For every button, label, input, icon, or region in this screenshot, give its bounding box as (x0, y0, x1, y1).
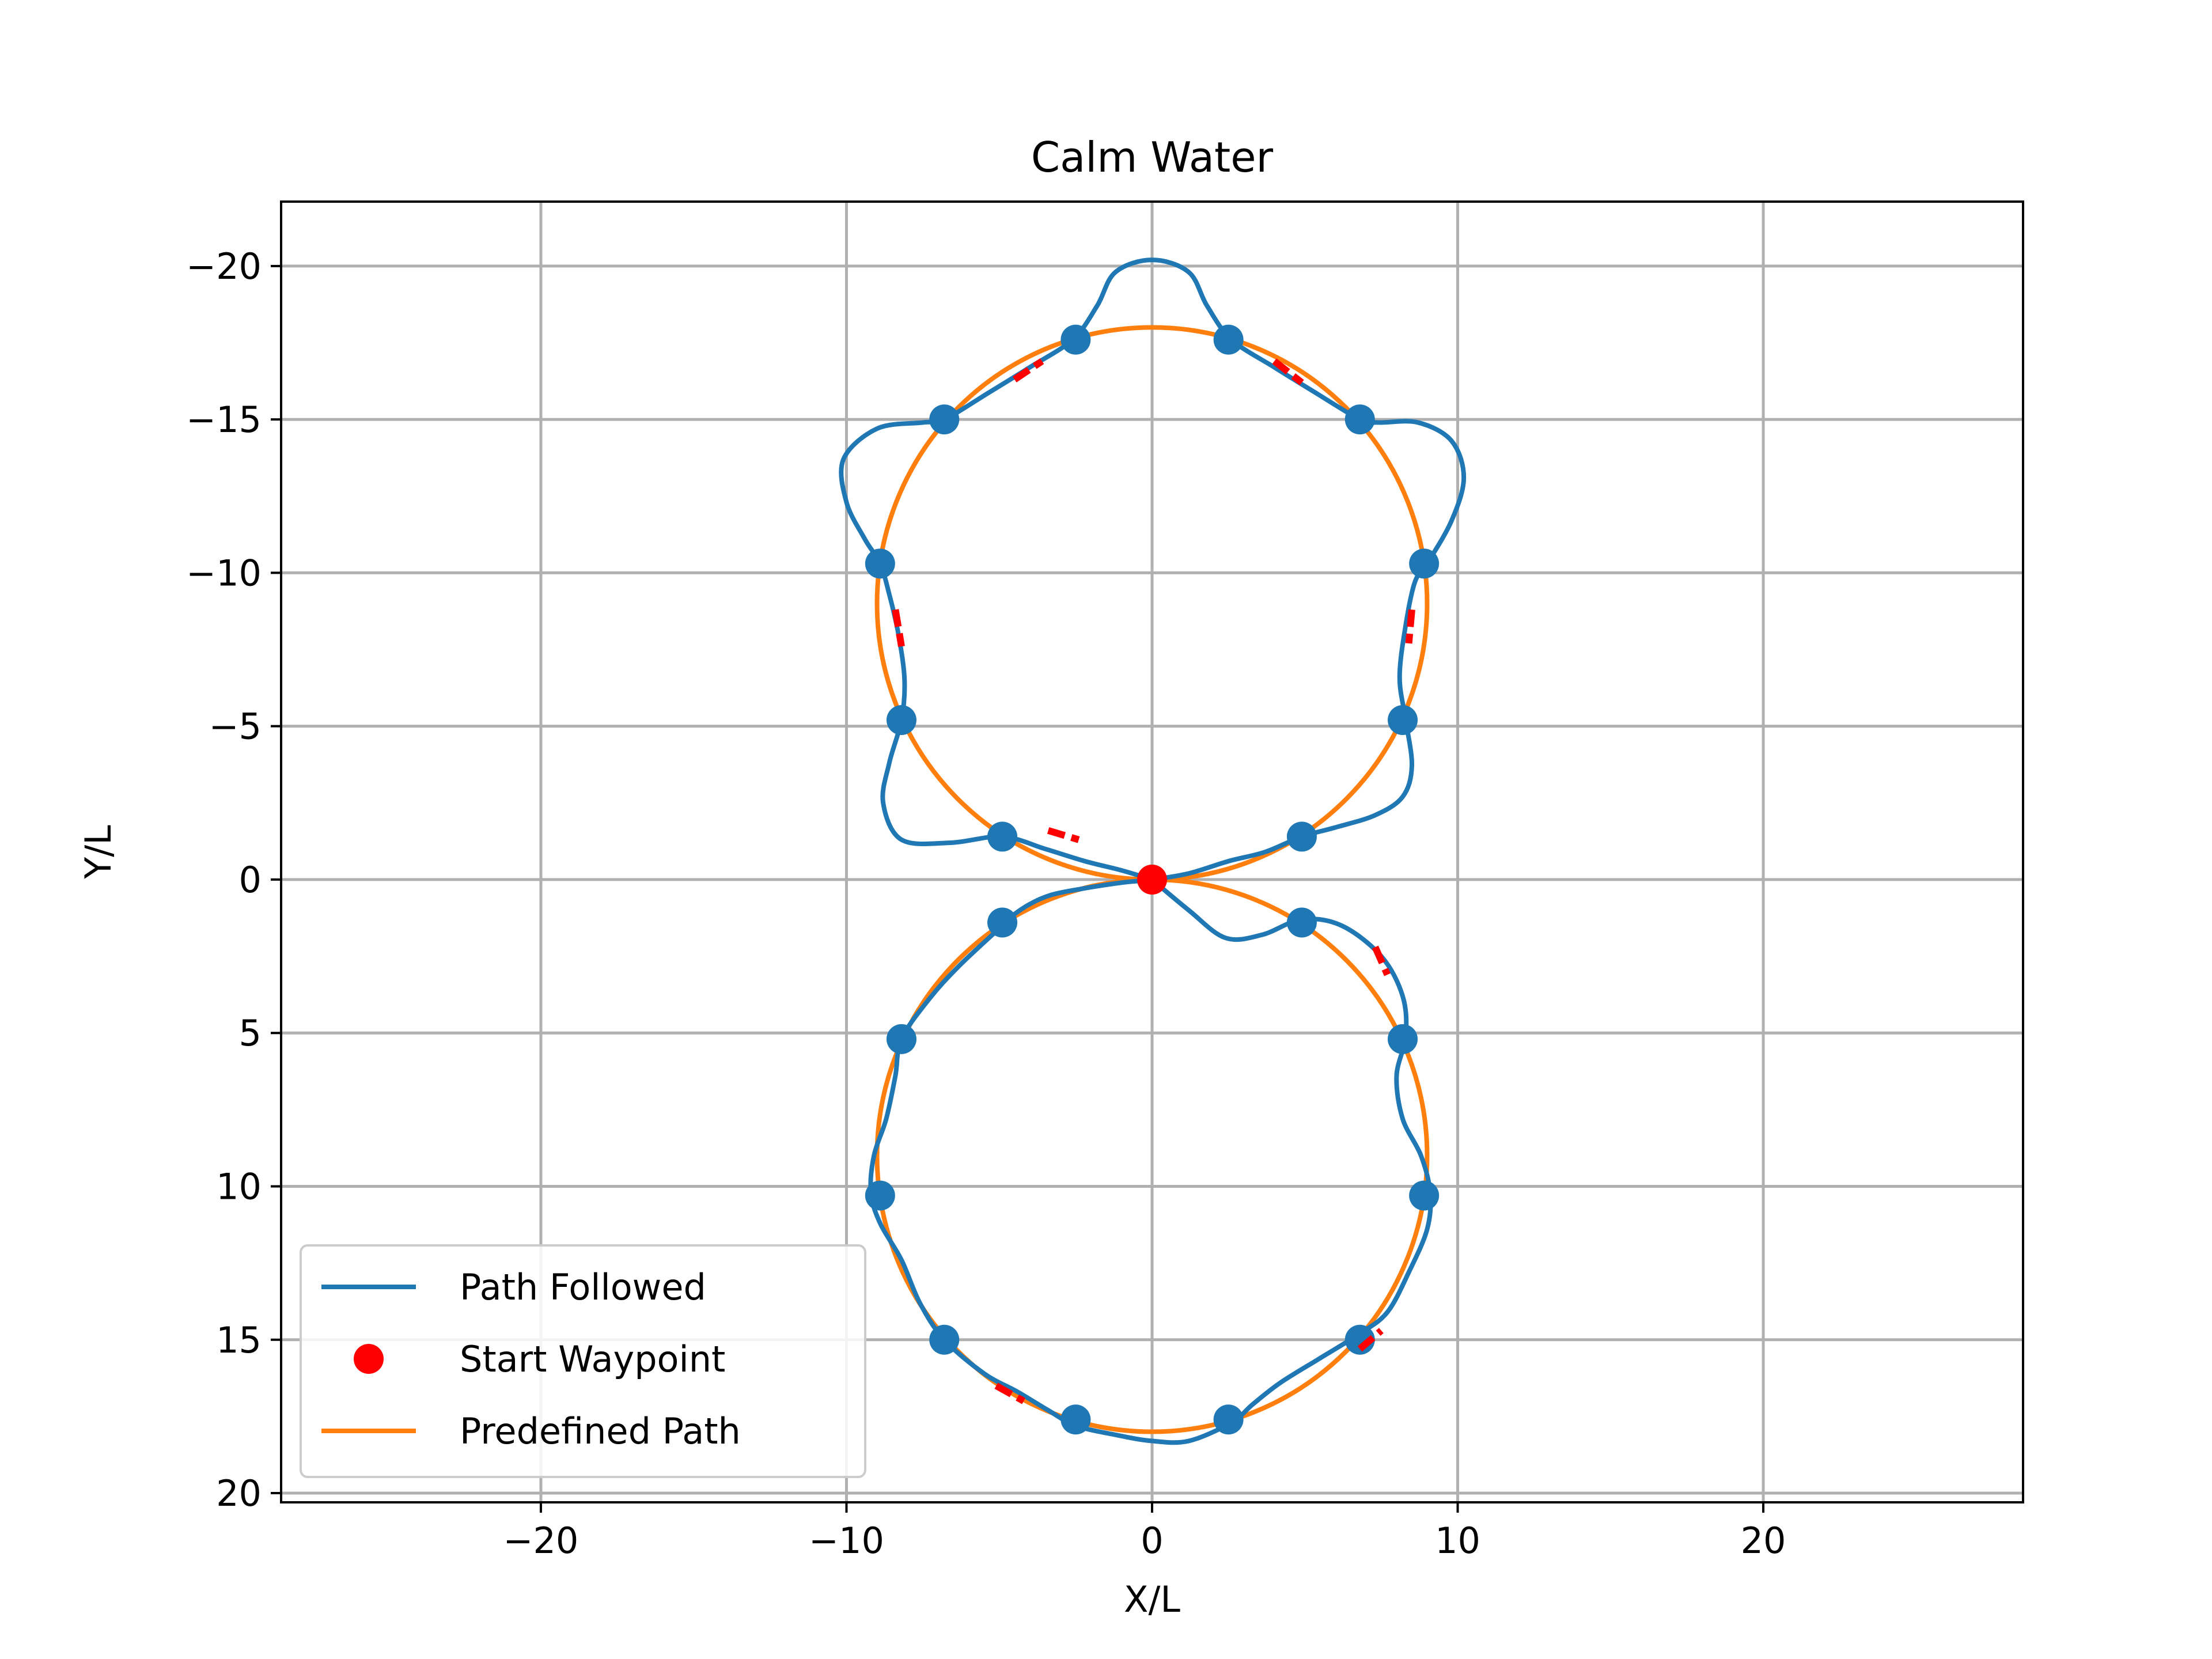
chart-title: Calm Water (1031, 133, 1274, 181)
waypoint-marker (865, 548, 895, 579)
waypoint-marker (987, 907, 1018, 938)
path-followed-line (839, 257, 1467, 1445)
waypoint-marker (865, 1180, 895, 1211)
y-axis-label: Y/L (77, 825, 119, 880)
ticks: −20 −10 0 10 20 −20 −15 −10 −5 0 5 10 15 20 (186, 245, 1786, 1562)
y-tick-label: 15 (216, 1319, 262, 1361)
waypoint-marker (1213, 324, 1244, 355)
y-tick-label: 5 (239, 1012, 262, 1054)
x-tick-label: −20 (503, 1520, 579, 1562)
x-tick-label: 0 (1141, 1520, 1163, 1562)
legend-label: Predefined Path (460, 1410, 741, 1452)
x-tick-label: 10 (1435, 1520, 1480, 1562)
waypoint-marker (1388, 705, 1418, 736)
waypoint-marker (1286, 907, 1317, 938)
legend: Path Followed Start Waypoint Predefined Pa… (300, 1244, 866, 1478)
red-segment-mark (1405, 609, 1415, 644)
legend-label: Start Waypoint (460, 1338, 725, 1380)
waypoint-marker (929, 1324, 960, 1355)
red-segment-mark (1012, 358, 1044, 382)
waypoint-marker (929, 404, 960, 435)
red-segment-mark (1047, 827, 1080, 843)
waypoint-marker (886, 1024, 916, 1054)
red-segment-mark (892, 609, 905, 647)
waypoint-marker (987, 821, 1018, 852)
x-tick-label: −10 (809, 1520, 884, 1562)
y-tick-label: −15 (186, 399, 262, 441)
legend-box (300, 1244, 866, 1478)
waypoint-marker (1344, 404, 1375, 435)
red-segment-mark (1372, 945, 1391, 976)
red-segment-mark (1357, 1328, 1384, 1352)
y-tick-label: 0 (239, 859, 262, 901)
data-layer (839, 257, 1467, 1445)
waypoint-marker (1213, 1404, 1244, 1435)
red-segment-mark (1272, 358, 1304, 385)
waypoint-marker (1409, 548, 1440, 579)
red-segment-mark (994, 1382, 1026, 1404)
waypoint-marker (1286, 821, 1317, 852)
waypoint-marker (1060, 324, 1091, 355)
legend-swatch-dot (354, 1344, 384, 1374)
waypoint-marker (1409, 1180, 1440, 1211)
y-tick-label: 10 (216, 1165, 262, 1207)
waypoint-marker (886, 705, 916, 736)
y-tick-label: −10 (186, 552, 262, 594)
y-tick-label: −20 (186, 245, 262, 287)
x-tick-label: 20 (1741, 1520, 1786, 1562)
plot-area (839, 257, 1467, 1445)
y-tick-label: 20 (216, 1472, 262, 1514)
waypoint-marker (1388, 1024, 1418, 1054)
waypoint-marker (1344, 1324, 1375, 1355)
legend-label: Path Followed (460, 1266, 706, 1308)
x-axis-label: X/L (1124, 1578, 1180, 1620)
waypoint-marker (1060, 1404, 1091, 1435)
start-waypoint-marker (1137, 864, 1167, 895)
y-tick-label: −5 (209, 706, 262, 748)
